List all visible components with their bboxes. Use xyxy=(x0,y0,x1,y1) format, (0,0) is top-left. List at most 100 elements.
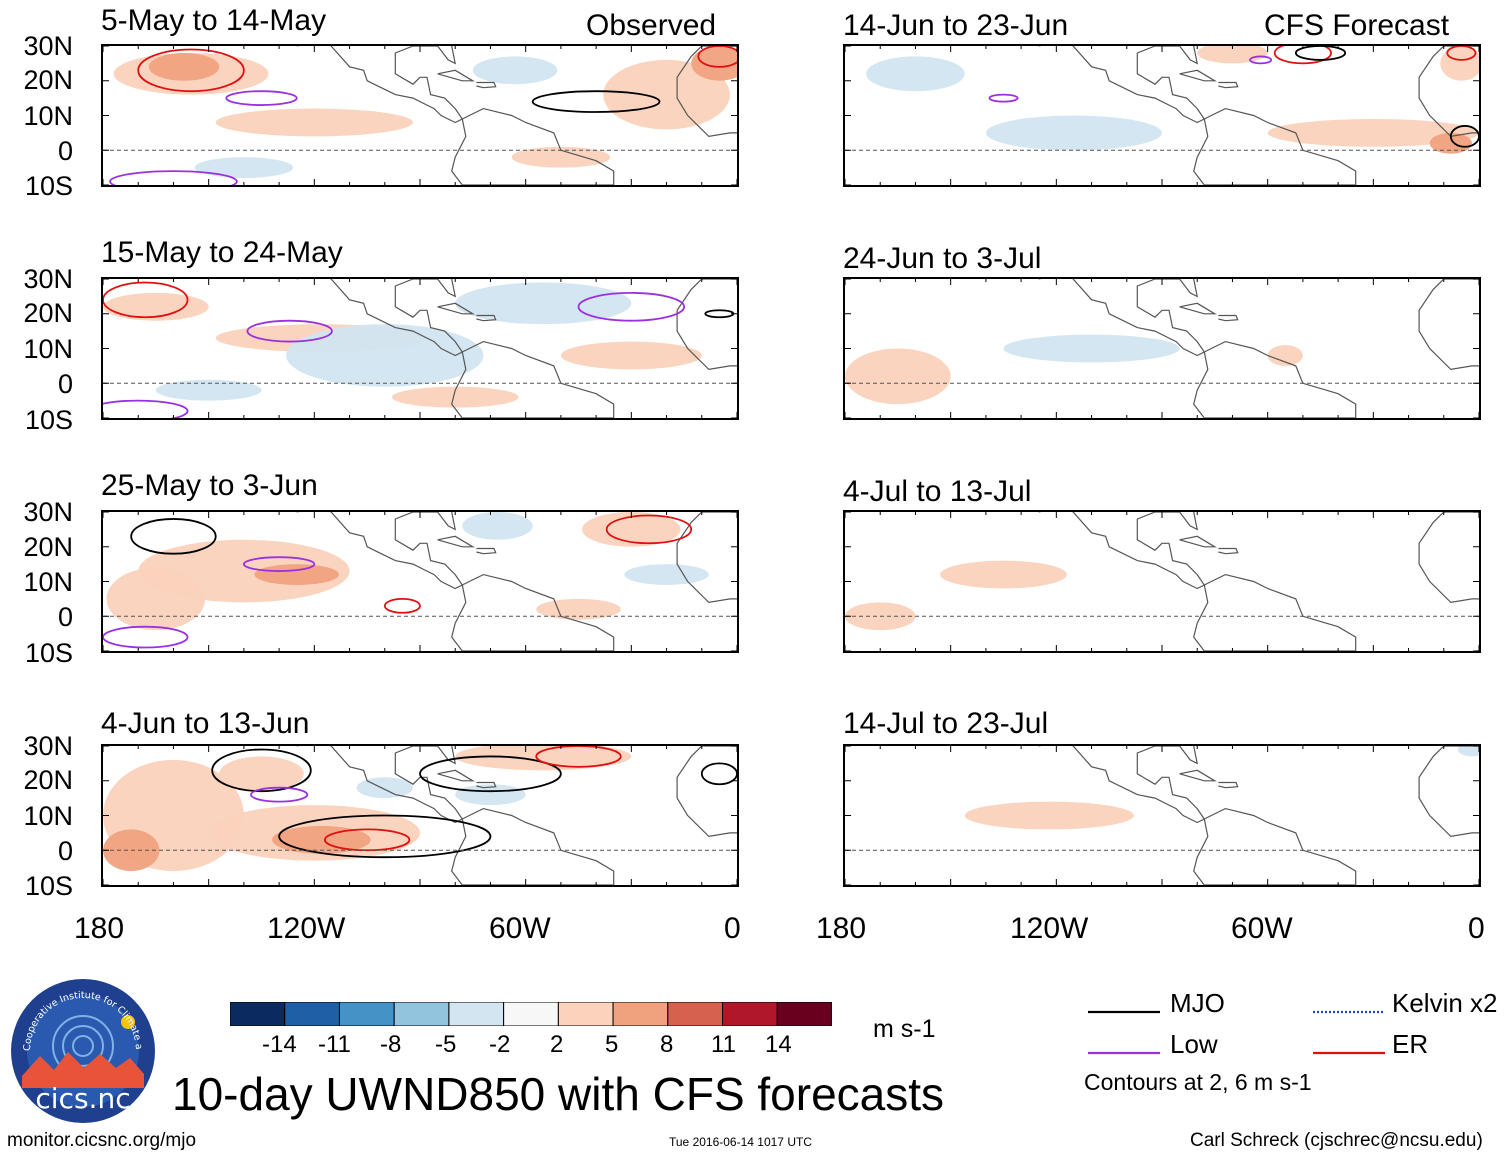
colorbar-tick-label: -11 xyxy=(318,1031,351,1058)
anomaly-shading xyxy=(455,784,526,806)
coastline xyxy=(676,746,737,838)
colorbar-units: m s-1 xyxy=(873,1015,936,1043)
wave-contour xyxy=(700,762,737,786)
colorbar-tick-label: -5 xyxy=(435,1031,457,1058)
panel-title: 14-Jun to 23-Jun xyxy=(843,9,1069,42)
coastline xyxy=(1179,769,1217,782)
wave-contour xyxy=(250,786,309,803)
coastline xyxy=(1418,46,1479,138)
lat-tick-label: 0 xyxy=(57,136,73,166)
lat-tick-label: 10S xyxy=(24,171,73,201)
panel-title: 4-Jun to 13-Jun xyxy=(101,707,310,740)
wave-contour xyxy=(704,309,735,319)
panel-title: 15-May to 24-May xyxy=(101,236,343,269)
legend-swatch-low xyxy=(1088,1043,1160,1061)
lat-tick-label: 10N xyxy=(23,801,73,831)
colorbar-tick-label: -8 xyxy=(380,1031,402,1058)
wave-contour xyxy=(242,556,316,572)
coastline xyxy=(296,746,464,824)
anomaly-shading xyxy=(1267,345,1303,366)
map-svg xyxy=(845,512,1479,651)
wave-contour xyxy=(605,514,693,545)
anomaly-shading xyxy=(106,567,206,631)
anomaly-shading xyxy=(103,292,209,321)
coastline xyxy=(296,46,464,124)
lat-tick-label: 20N xyxy=(23,532,73,562)
lon-tick-label: 0 xyxy=(1468,912,1485,945)
lon-tick-label: 60W xyxy=(489,912,551,945)
wave-contour xyxy=(1249,55,1273,65)
map-panel xyxy=(101,510,739,653)
anomaly-shading xyxy=(603,59,730,130)
wave-contour xyxy=(1273,46,1332,65)
wave-contour xyxy=(383,597,421,614)
colorbar-svg xyxy=(229,1001,833,1027)
wave-contour xyxy=(130,518,217,555)
contour-note: Contours at 2, 6 m s-1 xyxy=(1084,1069,1312,1095)
anomaly-shading xyxy=(1440,46,1479,81)
lat-tick-label: 0 xyxy=(57,836,73,866)
coastline xyxy=(476,314,497,322)
coastline xyxy=(1218,781,1239,789)
anomaly-shading xyxy=(194,157,294,179)
coastline xyxy=(1179,69,1217,82)
coastline xyxy=(476,81,497,89)
coastline xyxy=(1193,107,1357,185)
lon-tick-label: 0 xyxy=(724,912,741,945)
anomaly-shading xyxy=(1457,746,1479,757)
map-panel xyxy=(843,277,1481,420)
lat-tick-label: 10S xyxy=(24,871,73,901)
footer-author: Carl Schreck (cjschrec@ncsu.edu) xyxy=(1190,1130,1483,1151)
lat-tick-label: 30N xyxy=(23,497,73,527)
cfs-forecast-header: CFS Forecast xyxy=(1264,9,1450,42)
anomaly-shading xyxy=(215,108,413,137)
panel-title: 4-Jul to 13-Jul xyxy=(843,475,1032,508)
anomaly-shading xyxy=(455,282,632,325)
coastline xyxy=(1038,512,1206,590)
coastline xyxy=(437,69,475,82)
lat-tick-label: 10S xyxy=(24,405,73,435)
colorbar-segment xyxy=(667,1001,724,1027)
figure-title: 10-day UWND850 with CFS forecasts xyxy=(172,1068,945,1120)
lon-tick-label: 120W xyxy=(1010,912,1089,945)
lat-tick-label: 30N xyxy=(23,731,73,761)
coastline xyxy=(1218,314,1239,322)
coastline xyxy=(1193,340,1357,418)
anomaly-shading xyxy=(462,512,533,540)
map-svg xyxy=(845,746,1479,885)
coastline xyxy=(437,302,475,315)
wave-contour xyxy=(103,281,189,319)
coastline xyxy=(1038,46,1206,124)
map-panel xyxy=(101,44,739,187)
wave-contour xyxy=(246,319,333,343)
colorbar-segment xyxy=(722,1001,778,1027)
anomaly-shading xyxy=(1429,132,1472,154)
anomaly-shading xyxy=(455,746,632,771)
colorbar-tick-label: -2 xyxy=(489,1031,511,1058)
legend-label-mjo: MJO xyxy=(1170,988,1225,1018)
panel-title: 24-Jun to 3-Jul xyxy=(843,242,1042,275)
lat-tick-label: 10N xyxy=(23,101,73,131)
coastline xyxy=(1418,512,1479,604)
coastline xyxy=(1038,279,1206,357)
coastline xyxy=(676,46,737,138)
colorbar-tick-label: -14 xyxy=(262,1031,297,1058)
lat-tick-label: 0 xyxy=(57,369,73,399)
lon-tick-label: 180 xyxy=(74,912,125,945)
coastline xyxy=(676,279,737,371)
footer-url: monitor.cicsnc.org/mjo xyxy=(7,1130,197,1151)
colorbar-tick-label: 5 xyxy=(605,1031,619,1058)
anomaly-shading xyxy=(985,115,1162,151)
anomaly-shading xyxy=(624,564,709,585)
wave-contour xyxy=(419,755,562,793)
wave-contour xyxy=(211,748,312,793)
lon-tick-label: 60W xyxy=(1231,912,1293,945)
lon-tick-label: 120W xyxy=(267,912,346,945)
wave-contour xyxy=(988,93,1019,103)
wave-contour xyxy=(323,828,411,852)
panel-title: 14-Jul to 23-Jul xyxy=(843,707,1049,740)
observed-header: Observed xyxy=(586,9,717,42)
anomaly-shading xyxy=(964,801,1134,830)
anomaly-shading xyxy=(845,348,951,405)
map-svg xyxy=(103,746,737,885)
